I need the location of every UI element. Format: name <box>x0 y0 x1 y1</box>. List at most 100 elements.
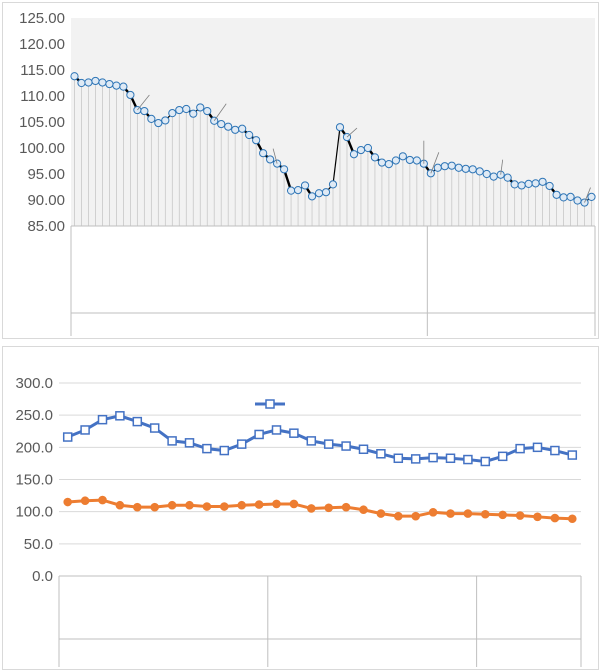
data-point-marker <box>279 165 289 174</box>
y-tick-label: 125.00 <box>19 10 65 27</box>
y-tick-label: 50.0 <box>24 536 53 553</box>
data-point-marker <box>398 152 407 161</box>
data-point-marker <box>119 82 128 91</box>
data-point-marker <box>566 192 575 201</box>
y-tick-label: 120.00 <box>19 36 65 53</box>
y-tick-label: 200.0 <box>15 439 53 456</box>
y-tick-label: 115.00 <box>20 62 65 79</box>
cru-data-marker <box>219 445 230 456</box>
data-point-marker <box>482 169 491 179</box>
data-point-marker <box>538 177 547 186</box>
data-point-marker <box>293 186 303 195</box>
data-point-marker <box>126 90 135 100</box>
data-point-marker <box>454 163 463 172</box>
secondary-data-marker <box>98 495 107 505</box>
data-point-marker <box>307 192 317 201</box>
cru-data-marker <box>97 414 108 425</box>
data-point-marker <box>245 130 254 140</box>
data-point-marker <box>189 109 198 118</box>
cru-data-marker <box>358 444 369 455</box>
data-point-marker <box>328 180 338 189</box>
data-point-marker <box>510 180 519 189</box>
y-tick-label: 85.00 <box>27 218 65 235</box>
data-point-marker <box>259 149 268 158</box>
y-tick-label: 250.0 <box>15 407 53 424</box>
data-point-marker <box>231 125 240 134</box>
secondary-data-marker <box>289 499 299 509</box>
cru-data-marker <box>480 456 491 467</box>
secondary-data-marker <box>324 503 334 513</box>
data-point-marker <box>196 103 205 112</box>
secondary-data-marker <box>568 514 577 524</box>
data-point-marker <box>524 179 533 188</box>
series-line-segment <box>332 127 341 185</box>
cru-cspi-chart-panel: 0.0 50.0 100.0 150.0 200.0 250.0 300.0 <box>2 346 599 670</box>
cru-data-marker <box>428 452 438 463</box>
data-point-marker <box>335 123 345 132</box>
data-point-marker <box>356 145 366 155</box>
data-point-marker <box>210 116 219 125</box>
data-point-marker <box>314 189 324 198</box>
y-tick-label: 95.00 <box>27 166 65 183</box>
data-point-marker <box>238 124 247 133</box>
data-point-marker <box>91 76 100 86</box>
cru-data-marker <box>341 441 351 451</box>
annotation-leader-line <box>430 152 440 174</box>
series-line-secondary <box>67 498 573 521</box>
data-point-marker <box>405 155 414 165</box>
cru-data-marker <box>202 443 212 454</box>
secondary-data-marker <box>80 496 90 506</box>
data-point-marker <box>517 181 526 190</box>
annotation-leader-line <box>584 187 591 203</box>
data-point-marker <box>468 165 477 174</box>
cru-data-marker <box>62 432 73 442</box>
series-line-cru <box>67 414 573 464</box>
secondary-data-marker <box>394 511 403 521</box>
data-point-marker <box>147 114 156 123</box>
data-point-marker <box>182 104 191 114</box>
cru-data-marker <box>550 445 560 456</box>
data-point-marker <box>545 181 554 191</box>
data-point-marker <box>475 167 484 176</box>
cru-data-marker <box>497 451 508 462</box>
data-point-marker <box>412 156 421 165</box>
cru-data-marker <box>376 449 386 459</box>
data-point-marker <box>489 172 498 181</box>
data-point-marker <box>77 78 86 88</box>
secondary-data-marker <box>411 511 421 521</box>
data-point-marker <box>447 161 456 170</box>
cru-data-marker <box>323 439 334 449</box>
data-point-marker <box>286 186 296 195</box>
cru-data-marker <box>515 443 525 454</box>
data-point-marker <box>175 105 184 115</box>
data-point-marker <box>266 155 275 164</box>
secondary-data-marker <box>446 509 455 518</box>
data-point-marker <box>587 192 596 201</box>
data-point-marker <box>140 106 149 116</box>
data-point-marker <box>573 196 582 205</box>
cru-data-marker <box>532 442 543 453</box>
cru-data-marker <box>271 425 282 435</box>
secondary-data-marker <box>220 502 229 511</box>
y-tick-label: 110.00 <box>20 88 65 105</box>
steel-index-chart: 85.00 90.00 95.00 100.00 105.00 110.00 115.00 1… <box>19 10 596 336</box>
data-point-marker <box>105 79 114 89</box>
cru-data-marker <box>463 454 473 465</box>
data-point-marker <box>440 162 449 171</box>
cru-data-marker <box>80 425 90 435</box>
secondary-data-marker <box>254 500 264 509</box>
data-point-marker <box>98 78 107 87</box>
data-point-marker <box>377 158 387 167</box>
data-point-marker <box>349 150 359 159</box>
data-point-marker <box>433 163 442 172</box>
secondary-data-marker <box>133 502 142 512</box>
data-point-marker <box>161 116 170 125</box>
data-point-marker <box>252 136 261 145</box>
secondary-data-marker <box>202 502 212 511</box>
annotation-leader-line <box>346 127 358 138</box>
data-point-marker <box>217 119 226 129</box>
data-point-marker <box>363 143 373 153</box>
cru-data-marker <box>236 439 247 449</box>
data-point-marker <box>552 190 561 199</box>
data-point-marker <box>391 156 400 165</box>
